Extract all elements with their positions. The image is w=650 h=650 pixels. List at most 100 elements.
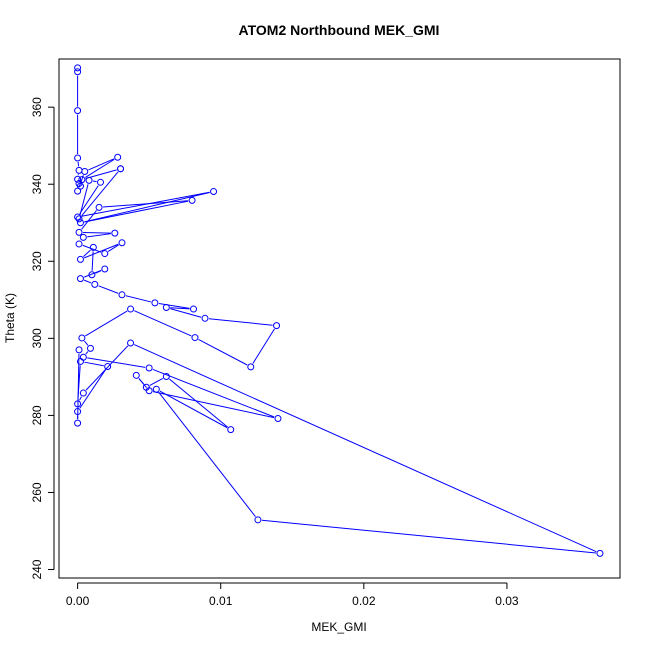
x-tick-label: 0.01 [209, 594, 233, 608]
series-segment [84, 340, 89, 346]
series-segment [170, 308, 202, 318]
y-tick-label: 260 [30, 482, 44, 502]
series-segment [77, 161, 80, 167]
data-point [74, 64, 82, 72]
series-segment [85, 345, 129, 391]
data-point [111, 229, 119, 237]
data-point [74, 400, 82, 408]
data-point [75, 215, 83, 223]
series-segment [82, 244, 102, 253]
data-point [210, 188, 218, 196]
series-segment [83, 243, 119, 259]
x-axis: 0.00 0.01 0.02 0.03 [66, 582, 519, 608]
data-point [127, 339, 135, 347]
series-segment [107, 244, 119, 252]
data-point [254, 516, 262, 524]
series-segment [134, 344, 597, 553]
series-segment [125, 295, 152, 303]
series-segment [87, 233, 111, 238]
series-segment [79, 396, 82, 401]
series-segment [84, 361, 104, 367]
data-point [91, 280, 99, 288]
data-point [74, 68, 82, 76]
y-tick-label: 300 [30, 328, 44, 348]
series-segment [152, 391, 275, 419]
data-point [88, 271, 96, 279]
data-point [86, 344, 94, 352]
data-point [75, 346, 83, 354]
data-point [114, 153, 122, 161]
data-point [76, 275, 84, 283]
y-tick-label: 320 [30, 251, 44, 271]
data-point [596, 549, 604, 557]
data-point [101, 265, 109, 273]
data-point [132, 371, 140, 379]
series-segment [85, 158, 115, 178]
data-point [75, 240, 83, 248]
series-segment [169, 378, 228, 428]
data-point [227, 426, 235, 434]
y-tick-label: 340 [30, 174, 44, 194]
series-segment [261, 519, 597, 554]
data-point [74, 154, 82, 162]
series-segment [158, 303, 190, 309]
series-segment [149, 377, 164, 386]
data-point [188, 196, 196, 204]
data-point [76, 255, 84, 263]
data-point [74, 175, 82, 183]
series-segment [98, 285, 119, 294]
series-segment [91, 251, 94, 271]
data-point [118, 291, 126, 299]
data-point [152, 385, 160, 393]
data-point [273, 322, 281, 330]
data-point [78, 176, 86, 184]
data-point [76, 219, 84, 227]
chart-title: ATOM2 Northbound MEK_GMI [239, 22, 440, 38]
data-point [162, 304, 170, 312]
series-segment [81, 171, 119, 217]
y-tick-label: 240 [30, 559, 44, 579]
y-tick-label: 360 [30, 97, 44, 117]
y-axis: 240 260 280 300 320 340 360 [30, 97, 55, 580]
series-segment [170, 307, 190, 310]
series-segment [83, 231, 111, 234]
data-point [74, 419, 82, 427]
data-point [274, 414, 282, 422]
series-segment [85, 310, 128, 337]
series-layer [74, 64, 604, 557]
series-segment [208, 318, 273, 326]
data-point [101, 250, 109, 258]
data-point [118, 239, 126, 247]
series-segment [79, 369, 106, 409]
series-segment [87, 357, 146, 368]
data-point [74, 408, 82, 416]
data-point [89, 243, 97, 251]
data-point [142, 383, 150, 391]
y-tick-label: 280 [30, 405, 44, 425]
series-segment [84, 200, 189, 223]
plot-frame [58, 58, 621, 579]
data-point [78, 334, 86, 342]
series-segment [152, 369, 275, 418]
data-point [85, 176, 93, 184]
series-segment [158, 392, 256, 517]
data-point [145, 364, 153, 372]
series-segment [138, 378, 145, 385]
series-segment [92, 180, 97, 183]
x-tick-label: 0.03 [495, 594, 519, 608]
data-point [76, 357, 84, 365]
data-point [247, 363, 255, 371]
series-segment [84, 269, 102, 278]
series-segment [85, 169, 117, 180]
series-segment [79, 185, 99, 214]
data-point [95, 203, 103, 211]
series-segment [134, 310, 192, 337]
data-point [74, 213, 82, 221]
series-segment [252, 328, 275, 364]
series-segment [79, 184, 89, 216]
series-segment [81, 210, 97, 230]
y-axis-label: Theta (K) [3, 293, 17, 343]
data-point [201, 314, 209, 322]
